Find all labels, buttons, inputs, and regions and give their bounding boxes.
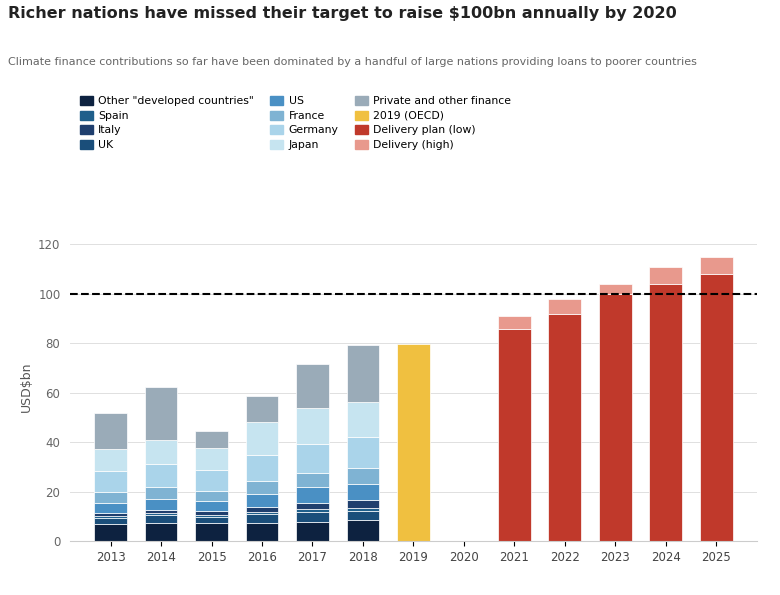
Bar (144, 464, 178, 487)
Bar (195, 470, 228, 491)
Bar (195, 501, 228, 511)
Bar (346, 484, 379, 500)
Bar (144, 515, 178, 523)
Bar (144, 499, 178, 510)
Bar (599, 284, 632, 294)
Bar (599, 294, 632, 541)
Bar (548, 299, 581, 314)
Bar (195, 515, 228, 516)
Bar (195, 523, 228, 541)
Bar (397, 345, 430, 541)
Bar (346, 500, 379, 508)
Bar (700, 257, 732, 274)
Bar (296, 474, 329, 487)
Bar (195, 491, 228, 501)
Bar (296, 408, 329, 444)
Bar (246, 494, 278, 508)
Bar (296, 487, 329, 503)
Bar (94, 492, 127, 503)
Bar (195, 431, 228, 448)
Bar (144, 440, 178, 464)
Bar (195, 516, 228, 523)
Text: Richer nations have missed their target to raise $100bn annually by 2020: Richer nations have missed their target … (8, 6, 676, 21)
Bar (195, 448, 228, 470)
Bar (548, 314, 581, 541)
Bar (144, 523, 178, 541)
Bar (94, 524, 127, 541)
Bar (649, 267, 682, 284)
Legend: Other "developed countries", Spain, Italy, UK, US, France, Germany, Japan, Priva: Other "developed countries", Spain, Ital… (76, 92, 516, 154)
Bar (498, 316, 530, 328)
Bar (296, 509, 329, 512)
Bar (296, 444, 329, 474)
Bar (144, 387, 178, 440)
Bar (144, 513, 178, 515)
Bar (649, 284, 682, 541)
Bar (94, 471, 127, 492)
Bar (346, 511, 379, 521)
Bar (346, 468, 379, 484)
Bar (246, 422, 278, 455)
Bar (346, 437, 379, 468)
Bar (346, 521, 379, 541)
Bar (144, 487, 178, 499)
Bar (246, 523, 278, 541)
Bar (246, 481, 278, 494)
Bar (346, 508, 379, 511)
Bar (246, 508, 278, 512)
Bar (346, 346, 379, 402)
Bar (246, 396, 278, 422)
Bar (94, 518, 127, 524)
Bar (700, 274, 732, 541)
Bar (94, 513, 127, 516)
Bar (498, 328, 530, 541)
Bar (94, 413, 127, 449)
Bar (94, 449, 127, 471)
Bar (246, 455, 278, 481)
Bar (246, 512, 278, 514)
Bar (296, 365, 329, 408)
Bar (144, 510, 178, 513)
Bar (346, 402, 379, 437)
Bar (296, 512, 329, 522)
Bar (246, 514, 278, 523)
Bar (94, 503, 127, 513)
Bar (195, 511, 228, 515)
Bar (296, 522, 329, 541)
Bar (94, 516, 127, 518)
Bar (296, 503, 329, 509)
Text: Climate finance contributions so far have been dominated by a handful of large n: Climate finance contributions so far hav… (8, 57, 697, 67)
Y-axis label: USD$bn: USD$bn (20, 362, 33, 412)
